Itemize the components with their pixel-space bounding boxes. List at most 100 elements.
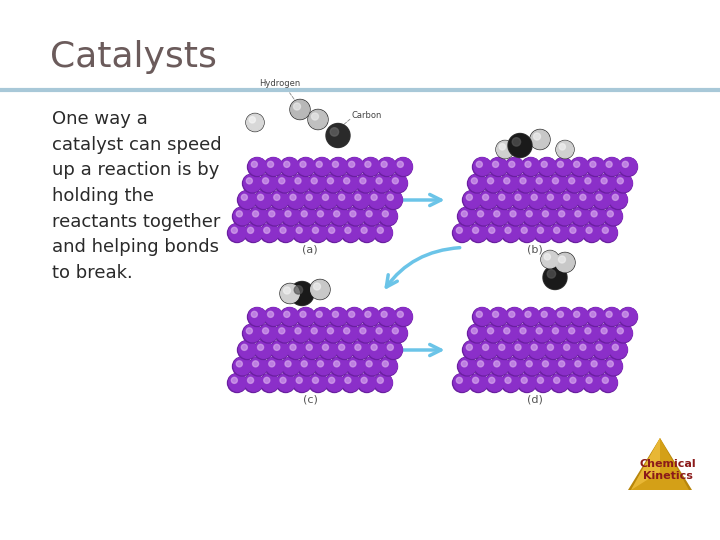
Circle shape: [268, 161, 274, 167]
Circle shape: [598, 374, 618, 393]
Circle shape: [489, 158, 508, 177]
Circle shape: [376, 328, 382, 334]
Circle shape: [504, 178, 510, 184]
Circle shape: [236, 211, 243, 217]
Circle shape: [566, 224, 585, 242]
Circle shape: [319, 191, 338, 210]
Circle shape: [467, 174, 487, 193]
Circle shape: [325, 224, 344, 242]
Circle shape: [362, 308, 379, 325]
Circle shape: [549, 324, 567, 343]
Circle shape: [479, 341, 498, 360]
Circle shape: [290, 99, 310, 119]
Text: (c): (c): [302, 395, 318, 404]
Circle shape: [617, 178, 624, 184]
Circle shape: [509, 311, 515, 318]
Circle shape: [387, 345, 393, 350]
Circle shape: [582, 324, 600, 342]
Circle shape: [331, 207, 348, 225]
Circle shape: [297, 308, 315, 325]
Circle shape: [261, 374, 279, 391]
Circle shape: [487, 178, 494, 184]
Circle shape: [258, 174, 278, 193]
Circle shape: [345, 307, 364, 327]
Circle shape: [340, 324, 359, 343]
Circle shape: [596, 345, 602, 350]
Circle shape: [552, 178, 559, 184]
Circle shape: [233, 357, 251, 376]
Circle shape: [457, 357, 477, 376]
Circle shape: [564, 324, 584, 343]
Circle shape: [313, 283, 320, 290]
Circle shape: [374, 374, 392, 393]
Circle shape: [556, 253, 575, 272]
Circle shape: [387, 194, 393, 200]
Circle shape: [394, 158, 413, 177]
Circle shape: [239, 191, 256, 208]
Circle shape: [296, 227, 302, 233]
Circle shape: [290, 281, 314, 306]
Circle shape: [454, 374, 472, 391]
Circle shape: [361, 158, 380, 177]
Circle shape: [328, 227, 335, 233]
Circle shape: [330, 127, 338, 136]
Circle shape: [613, 324, 632, 343]
Circle shape: [598, 324, 616, 342]
Circle shape: [276, 374, 295, 393]
Circle shape: [593, 341, 611, 360]
Circle shape: [264, 307, 283, 327]
Circle shape: [377, 307, 396, 327]
Circle shape: [571, 207, 590, 226]
Circle shape: [534, 324, 551, 342]
Circle shape: [617, 328, 624, 334]
Circle shape: [294, 103, 300, 110]
Circle shape: [347, 207, 365, 225]
Circle shape: [328, 377, 335, 383]
Circle shape: [331, 357, 348, 375]
Circle shape: [343, 328, 350, 334]
Circle shape: [246, 113, 264, 132]
Circle shape: [482, 345, 489, 350]
Circle shape: [534, 174, 551, 192]
Circle shape: [301, 361, 307, 367]
Circle shape: [509, 134, 531, 157]
Circle shape: [523, 308, 540, 325]
Circle shape: [583, 374, 601, 391]
Circle shape: [551, 224, 569, 241]
Text: Catalysts: Catalysts: [50, 40, 217, 74]
Circle shape: [265, 308, 282, 325]
Circle shape: [274, 194, 280, 200]
Circle shape: [572, 207, 590, 225]
Circle shape: [512, 138, 521, 146]
Circle shape: [571, 308, 588, 325]
Circle shape: [474, 308, 491, 325]
Circle shape: [539, 357, 557, 376]
Circle shape: [490, 158, 508, 176]
Circle shape: [336, 191, 354, 208]
Circle shape: [361, 377, 367, 383]
Circle shape: [367, 191, 386, 210]
Circle shape: [506, 207, 525, 226]
Circle shape: [491, 357, 509, 375]
Circle shape: [248, 158, 266, 177]
Circle shape: [570, 158, 589, 177]
Circle shape: [469, 324, 486, 342]
Circle shape: [585, 178, 591, 184]
Circle shape: [377, 158, 396, 177]
Circle shape: [285, 361, 291, 367]
Text: Hydrogen: Hydrogen: [259, 78, 301, 87]
Circle shape: [477, 161, 482, 167]
Circle shape: [556, 207, 574, 225]
Circle shape: [245, 224, 263, 241]
Circle shape: [459, 357, 476, 375]
Circle shape: [494, 361, 500, 367]
Circle shape: [229, 374, 246, 391]
Circle shape: [397, 161, 403, 167]
Circle shape: [534, 224, 553, 242]
Circle shape: [601, 328, 607, 334]
Circle shape: [496, 341, 513, 358]
Circle shape: [286, 191, 305, 210]
Circle shape: [372, 174, 391, 193]
Circle shape: [253, 191, 273, 210]
Circle shape: [296, 158, 315, 177]
